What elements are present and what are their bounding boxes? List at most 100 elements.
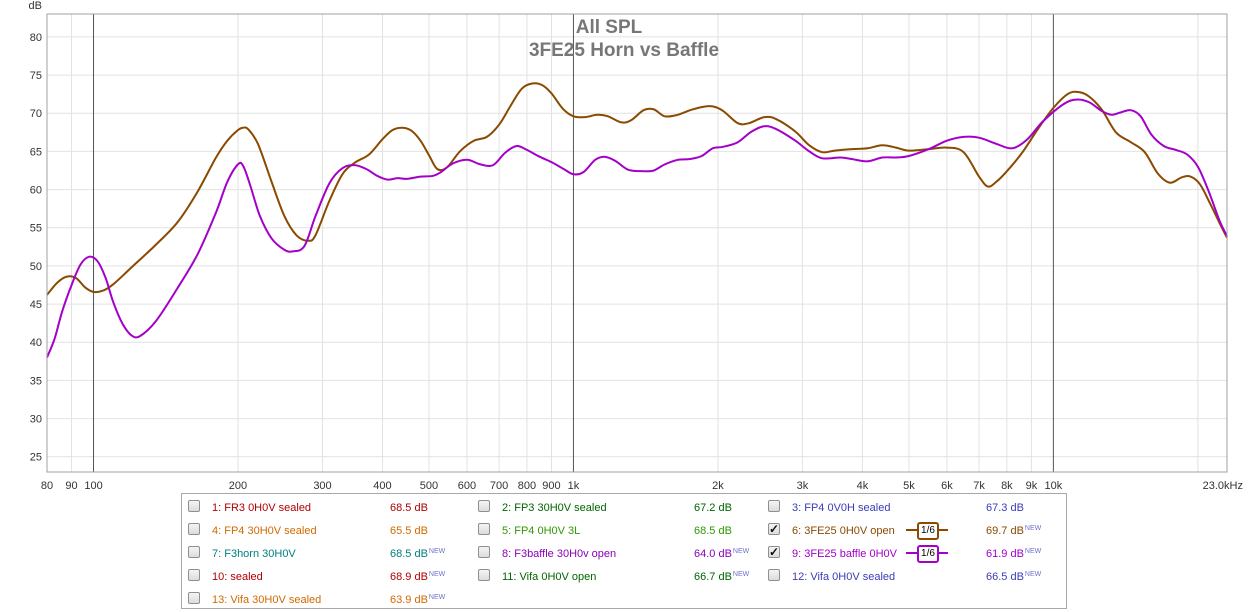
- legend-entry[interactable]: 1: FR3 0H0V sealed 68.5 dB: [188, 497, 468, 517]
- series-line-2: [46, 98, 1228, 358]
- x-tick-label: 9k: [1026, 480, 1038, 492]
- legend-label: 9: 3FE25 baffle 0H0V: [792, 548, 897, 560]
- y-tick-label: 60: [30, 185, 42, 197]
- x-tick-label: 500: [420, 480, 438, 492]
- x-tick-label: 700: [490, 480, 508, 492]
- legend-entry[interactable]: 11: Vifa 0H0V open 66.7 dBNEW: [478, 566, 758, 586]
- legend-value-text: 68.5 dB: [390, 548, 428, 560]
- x-tick-label: 1k: [568, 480, 580, 492]
- legend-label: 2: FP3 30H0V sealed: [502, 502, 607, 514]
- legend-value-text: 68.9 dB: [390, 571, 428, 583]
- legend-value-text: 67.2 dB: [694, 502, 732, 514]
- legend-label: 4: FP4 30H0V sealed: [212, 525, 317, 537]
- legend-value: 67.2 dB: [694, 502, 732, 514]
- legend-value: 68.5 dB: [694, 525, 732, 537]
- legend-panel: 1: FR3 0H0V sealed 68.5 dB 2: FP3 30H0V se…: [181, 493, 1067, 609]
- series-line-1: [46, 82, 1228, 296]
- checkbox[interactable]: [768, 500, 780, 512]
- new-badge: NEW: [428, 571, 446, 578]
- legend-label: 8: F3baffle 30H0v open: [502, 548, 617, 560]
- legend-label: 11: Vifa 0H0V open: [502, 571, 597, 583]
- new-badge: NEW: [732, 548, 750, 555]
- checkbox[interactable]: [478, 500, 490, 512]
- legend-label: 13: Vifa 30H0V sealed: [212, 594, 322, 606]
- checkbox[interactable]: [188, 592, 200, 604]
- legend-label: 6: 3FE25 0H0V open: [792, 525, 895, 537]
- new-badge: NEW: [1024, 571, 1042, 578]
- x-tick-label: 3k: [797, 480, 809, 492]
- smoothing-label: 1/6: [917, 522, 939, 540]
- legend-entry[interactable]: 7: F3horn 30H0V 68.5 dBNEW: [188, 543, 468, 563]
- legend-label: 12: Vifa 0H0V sealed: [792, 571, 896, 583]
- new-badge: NEW: [1024, 548, 1042, 555]
- legend-label: 1: FR3 0H0V sealed: [212, 502, 312, 514]
- y-tick-label: 65: [30, 146, 42, 158]
- legend-entry[interactable]: 13: Vifa 30H0V sealed 63.9 dBNEW: [188, 589, 468, 609]
- checkbox[interactable]: [188, 546, 200, 558]
- legend-value-text: 66.7 dB: [694, 571, 732, 583]
- legend-entry[interactable]: 8: F3baffle 30H0v open 64.0 dBNEW: [478, 543, 758, 563]
- x-tick-label: 10k: [1045, 480, 1063, 492]
- legend-value: 66.7 dBNEW: [694, 571, 749, 583]
- y-tick-label: 40: [30, 337, 42, 349]
- chart-title: All SPL: [576, 17, 643, 38]
- x-tick-label: 600: [458, 480, 476, 492]
- x-tick-label: 7k: [973, 480, 985, 492]
- y-tick-label: 50: [30, 261, 42, 273]
- x-tick-label: 8k: [1001, 480, 1013, 492]
- legend-value: 63.9 dBNEW: [390, 594, 445, 606]
- x-tick-label: 6k: [941, 480, 953, 492]
- legend-entry[interactable]: ✓ 6: 3FE25 0H0V open 1/6 69.7 dBNEW: [768, 520, 1048, 540]
- legend-entry[interactable]: 10: sealed 68.9 dBNEW: [188, 566, 468, 586]
- legend-entry[interactable]: 4: FP4 30H0V sealed 65.5 dB: [188, 520, 468, 540]
- legend-entry[interactable]: 3: FP4 0V0H sealed 67.3 dB: [768, 497, 1048, 517]
- legend-value-text: 63.9 dB: [390, 594, 428, 606]
- smoothing-indicator[interactable]: 1/6: [906, 545, 948, 563]
- legend-entry[interactable]: ✓ 9: 3FE25 baffle 0H0V 1/6 61.9 dBNEW: [768, 543, 1048, 563]
- checkbox[interactable]: [478, 523, 490, 535]
- x-tick-label: 4k: [857, 480, 869, 492]
- x-tick-label: 200: [229, 480, 247, 492]
- checkbox[interactable]: [478, 569, 490, 581]
- checkbox[interactable]: [188, 523, 200, 535]
- x-tick-label: 900: [542, 480, 560, 492]
- checkbox[interactable]: [478, 546, 490, 558]
- y-tick-label: 25: [30, 452, 42, 464]
- legend-value-text: 61.9 dB: [986, 548, 1024, 560]
- new-badge: NEW: [428, 548, 446, 555]
- smoothing-label: 1/6: [917, 545, 939, 563]
- checkbox-checked[interactable]: ✓: [768, 522, 780, 536]
- legend-entry[interactable]: 12: Vifa 0H0V sealed 66.5 dBNEW: [768, 566, 1048, 586]
- plot-frame: [46, 13, 1228, 473]
- legend-label: 5: FP4 0H0V 3L: [502, 525, 581, 537]
- legend-entry[interactable]: 2: FP3 30H0V sealed 67.2 dB: [478, 497, 758, 517]
- legend-entry[interactable]: 5: FP4 0H0V 3L 68.5 dB: [478, 520, 758, 540]
- checkbox-checked[interactable]: ✓: [768, 545, 780, 559]
- chart-subtitle: 3FE25 Horn vs Baffle: [529, 40, 719, 61]
- new-badge: NEW: [428, 594, 446, 601]
- x-tick-label: 400: [373, 480, 391, 492]
- legend-value: 61.9 dBNEW: [986, 548, 1041, 560]
- legend-value: 68.5 dB: [390, 502, 428, 514]
- y-tick-label: 45: [30, 299, 42, 311]
- legend-value-text: 69.7 dB: [986, 525, 1024, 537]
- x-tick-label: 2k: [712, 480, 724, 492]
- legend-value-text: 66.5 dB: [986, 571, 1024, 583]
- y-unit-label: dB: [29, 0, 42, 12]
- checkbox[interactable]: [188, 500, 200, 512]
- checkbox[interactable]: [768, 569, 780, 581]
- legend-value: 67.3 dB: [986, 502, 1024, 514]
- legend-label: 7: F3horn 30H0V: [212, 548, 296, 560]
- y-tick-label: 35: [30, 375, 42, 387]
- legend-value-text: 65.5 dB: [390, 525, 428, 537]
- legend-value-text: 68.5 dB: [694, 525, 732, 537]
- legend-label: 10: sealed: [212, 571, 263, 583]
- legend-value: 68.9 dBNEW: [390, 571, 445, 583]
- legend-value-text: 64.0 dB: [694, 548, 732, 560]
- x-tick-label: 300: [313, 480, 331, 492]
- y-tick-label: 70: [30, 108, 42, 120]
- checkbox[interactable]: [188, 569, 200, 581]
- x-tick-label: 5k: [903, 480, 915, 492]
- smoothing-indicator[interactable]: 1/6: [906, 522, 948, 540]
